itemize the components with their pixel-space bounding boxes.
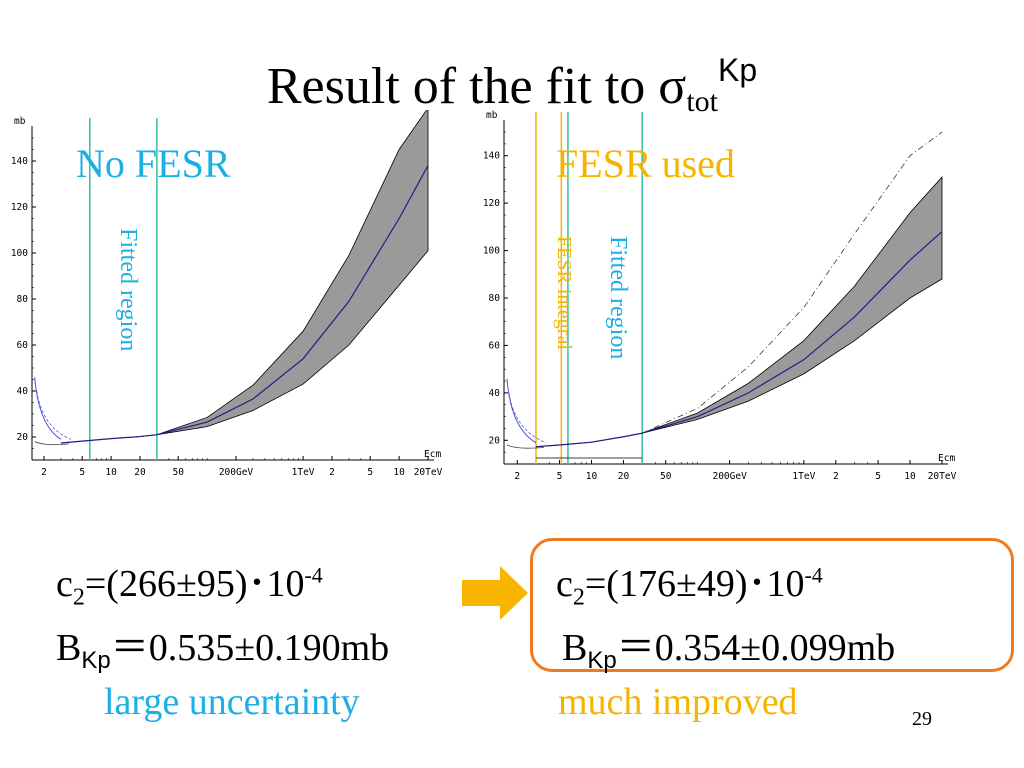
x-tick-label: 10 [393,467,405,478]
x-tick-label: 2 [514,471,520,482]
low-energy-data-curve [508,392,547,444]
y-tick-label: 80 [17,294,29,305]
right-fitted-region-label: Fitted region [605,236,631,360]
x-tick-label: 5 [557,471,563,482]
central-fit-line [60,165,429,444]
low-energy-data-curve [506,378,537,444]
x-tick-label: 50 [660,471,672,482]
slide-number: 29 [912,708,932,730]
x-tick-label: 2 [41,467,47,478]
x-tick-label: 20 [134,467,146,478]
y-tick-label: 120 [11,202,28,213]
x-tick-label: 20TeV [928,471,957,482]
left-b-formula: BKp＝0.535±0.190mb [56,627,390,674]
left-panel-label: No FESR [76,141,231,186]
y-tick-label: 140 [11,156,28,167]
x-tick-label: 2 [833,471,839,482]
x-tick-label: 200GeV [219,467,254,478]
y-tick-label: 20 [489,435,501,446]
x-tick-label: 1TeV [292,467,315,478]
x-tick-label: 5 [367,467,373,478]
arrow-icon [462,566,528,620]
no-fesr-comparison-line [641,131,943,434]
title-main: Result of the fit to σ [266,58,687,115]
y-axis-label: mb [486,110,498,121]
x-axis-label: Ecm [938,453,955,464]
x-tick-label: 2 [329,467,335,478]
low-energy-fit-curve [34,441,69,446]
y-tick-label: 60 [489,340,501,351]
x-tick-label: 50 [172,467,184,478]
x-tick-label: 10 [586,471,598,482]
x-tick-label: 1TeV [792,471,815,482]
y-tick-label: 40 [17,386,29,397]
x-tick-label: 10 [105,467,117,478]
y-axis-label: mb [14,116,26,127]
x-tick-label: 5 [875,471,881,482]
y-tick-label: 100 [11,248,28,259]
y-tick-label: 140 [483,151,500,162]
x-axis-label: Ecm [424,449,441,460]
y-tick-label: 40 [489,388,501,399]
left-fitted-region-label: Fitted region [115,228,141,352]
y-tick-label: 20 [17,432,29,443]
title-subscript: tot [686,85,718,118]
y-tick-label: 100 [483,246,500,257]
left-c2-formula: c2=(266±95)･10-4 [56,562,323,611]
y-tick-label: 80 [489,293,501,304]
low-energy-fit-curve [506,444,544,449]
right-chart: mb Ecm 20 40 60 80 100 120 140 2 5 10 20 50 200GeV 1TeV… [483,110,957,482]
right-c2-formula: c2=(176±49)･10-4 [556,562,823,611]
central-fit-line [535,231,943,448]
x-tick-label: 20 [618,471,630,482]
low-energy-data-curve [36,390,72,440]
right-fesr-integral-label: FESR integral [553,236,575,350]
y-tick-label: 120 [483,198,500,209]
x-tick-label: 20TeV [414,467,443,478]
x-tick-label: 200GeV [712,471,747,482]
uncertainty-band [535,176,943,448]
title-superscript: Kp [717,52,758,88]
right-panel-label: FESR used [556,141,735,186]
x-tick-label: 5 [79,467,85,478]
right-note: much improved [558,681,798,723]
slide-title: Result of the fit to σtotKp [0,52,1024,119]
improved-result-box [530,538,1014,672]
left-chart: mb Ecm 20 40 60 80 100 120 140 2 5 10 20 50 200GeV 1TeV… [11,110,443,478]
x-tick-label: 10 [904,471,916,482]
y-tick-label: 60 [17,340,29,351]
right-b-formula: BKp＝0.354±0.099mb [562,627,896,674]
low-energy-data-curve [34,377,62,440]
left-note: large uncertainty [104,681,360,723]
